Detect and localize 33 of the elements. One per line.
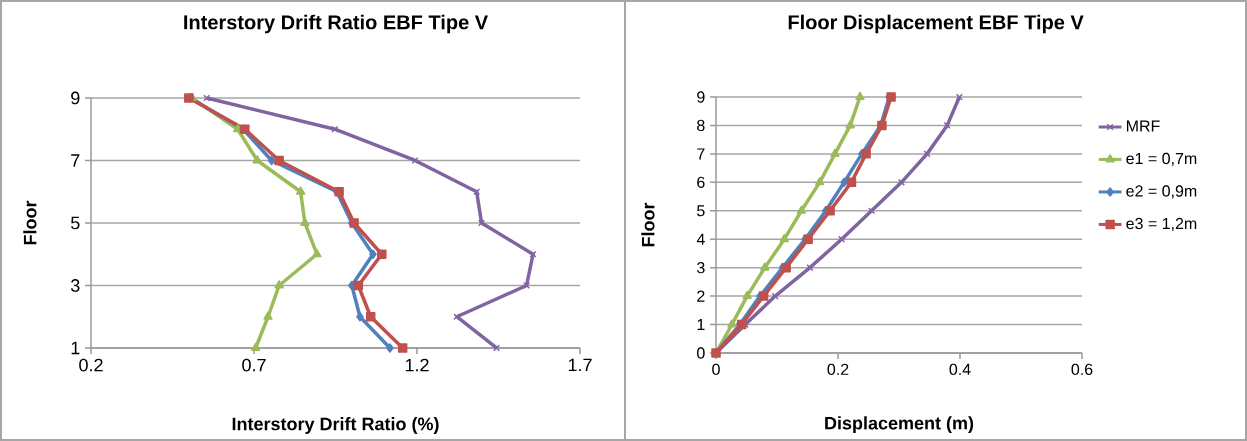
y-tick-label: 3 [697, 262, 705, 274]
y-tick-label: 6 [697, 176, 705, 188]
y-axis-title: Floor [641, 202, 655, 247]
y-tick-label: 0 [697, 347, 705, 359]
legend-label: e2 = 0,9m [1126, 185, 1197, 199]
y-tick-label: 9 [697, 91, 705, 103]
y-tick-label: 9 [71, 91, 80, 105]
y-tick-label: 4 [696, 233, 705, 245]
x-tick-label: 0.4 [949, 363, 971, 376]
y-tick-label: 7 [71, 154, 80, 167]
legend-label: MRF [1126, 120, 1160, 132]
y-tick-label: 5 [697, 205, 705, 217]
y-tick-label: 1 [71, 341, 80, 355]
x-tick-label: 0.6 [1071, 363, 1093, 376]
x-tick-label: 0.7 [242, 358, 266, 372]
x-tick-label: 1.2 [405, 358, 429, 372]
y-tick-label: 3 [70, 279, 80, 292]
y-tick-label: 1 [697, 319, 705, 331]
x-axis-title: Displacement (m) [825, 416, 974, 434]
y-tick-label: 7 [697, 148, 705, 160]
legend-label: e3 = 1,2m [1126, 217, 1197, 232]
y-axis-title: Floor [23, 200, 37, 245]
x-tick-label: 0.2 [827, 363, 849, 376]
chart-title: Interstory Drift Ratio EBF Tipe V [184, 14, 488, 34]
y-tick-label: 2 [697, 290, 705, 302]
chart-title: Floor Displacement EBF Tipe V [788, 14, 1084, 34]
x-tick-label: 0 [712, 363, 720, 376]
y-tick-label: 8 [697, 119, 705, 132]
x-axis-title: Interstory Drift Ratio (%) [232, 417, 439, 434]
legend-label: e1 = 0,7m [1126, 152, 1197, 167]
x-tick-label: 1.7 [568, 358, 592, 372]
y-tick-label: 5 [71, 216, 80, 230]
x-tick-label: 0.2 [79, 358, 103, 372]
